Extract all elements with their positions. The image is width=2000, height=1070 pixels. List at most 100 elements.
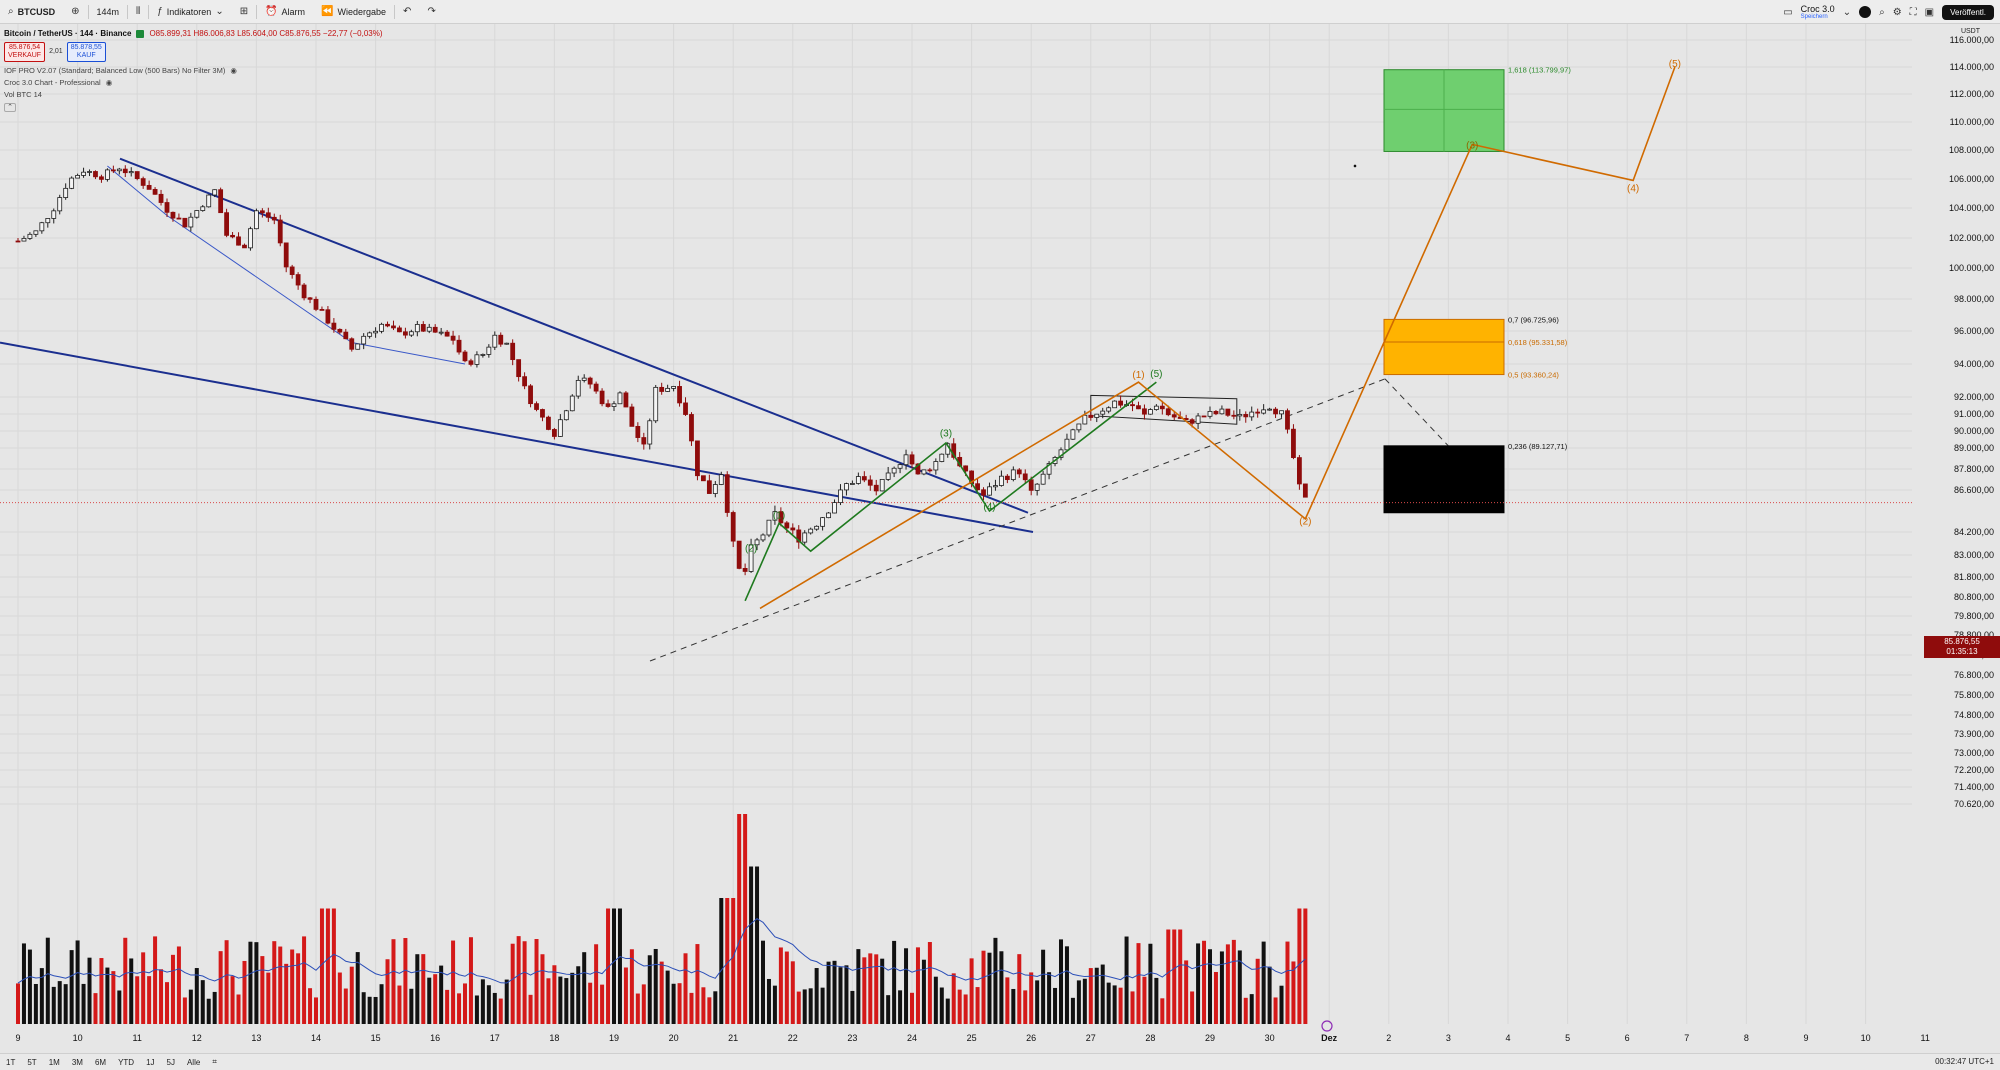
volume-bar xyxy=(1088,968,1093,1024)
layout-grid-button[interactable]: ⊞ xyxy=(232,0,256,24)
volume-bar xyxy=(1267,966,1272,1024)
candle-body xyxy=(224,212,230,236)
undo-button[interactable]: ↶ xyxy=(395,0,419,24)
replay-button[interactable]: ⏪ Wiedergabe xyxy=(313,0,394,24)
buy-button[interactable]: 85.878,55 KAUF xyxy=(66,42,106,62)
collapse-legend-button[interactable]: ⌃ xyxy=(4,103,16,112)
calendar-range-icon[interactable]: ⌗ xyxy=(212,1057,217,1066)
sell-button[interactable]: 85.876,54 VERKAUF xyxy=(4,42,46,62)
volume-bar xyxy=(1017,954,1022,1024)
search-icon[interactable]: ⌕ xyxy=(1879,6,1885,18)
candle-body xyxy=(230,234,235,238)
symbol-title[interactable]: Bitcoin / TetherUS · 144 · Binance xyxy=(4,29,132,38)
volume-bar xyxy=(141,952,146,1024)
indicator-row-iof[interactable]: IOF PRO V2.07 (Standard; Balanced Low (5… xyxy=(4,65,383,77)
candle-body xyxy=(1291,428,1296,458)
range-button-5j[interactable]: 5J xyxy=(166,1057,175,1067)
volume-bar xyxy=(874,954,879,1024)
symbol-search[interactable]: ⌕ BTCUSD xyxy=(0,0,63,24)
candle-body xyxy=(784,522,790,529)
compare-button[interactable]: ⊕ xyxy=(63,0,87,24)
price-tick-label: 71.400,00 xyxy=(1953,782,1994,792)
volume-bar xyxy=(1172,929,1177,1024)
candle-body xyxy=(15,240,21,243)
volume-bar xyxy=(212,991,217,1024)
price-chart[interactable]: (1) (2) (3) (4) (5) (1) (2) (3) (4) (5) 1,618 (113… xyxy=(0,24,1912,1064)
candle-body xyxy=(259,210,265,214)
candle-body xyxy=(1297,457,1302,485)
volume-bar xyxy=(969,958,974,1024)
volume-bar xyxy=(457,993,462,1024)
candle-body xyxy=(1010,469,1016,480)
volume-bar xyxy=(629,949,634,1024)
candle-body xyxy=(27,233,33,239)
range-button-5t[interactable]: 5T xyxy=(27,1057,37,1067)
volume-bar xyxy=(796,991,801,1024)
range-button-6m[interactable]: 6M xyxy=(94,1057,107,1067)
indicators-button[interactable]: ƒ Indikatoren ⌄ xyxy=(149,0,231,24)
volume-bar xyxy=(415,954,420,1024)
candle-body xyxy=(1255,411,1261,414)
candle-body xyxy=(1016,469,1022,475)
redo-button[interactable]: ↷ xyxy=(419,0,443,24)
volume-bar xyxy=(343,988,348,1024)
price-scale[interactable]: USDT 116.000,00 114.000,00 112.000,00 110.0… xyxy=(1912,24,2000,1064)
volume-bar xyxy=(582,952,587,1024)
indicator-row-croc[interactable]: Croc 3.0 Chart - Professional ◉ xyxy=(4,77,383,89)
time-tick-label: 20 xyxy=(668,1033,679,1043)
range-button-1m[interactable]: 1M xyxy=(48,1057,60,1067)
candle-body xyxy=(93,171,98,178)
candle-body xyxy=(647,420,653,445)
candle-body xyxy=(677,386,682,404)
candle-body xyxy=(373,330,379,334)
range-button-1j[interactable]: 1J xyxy=(146,1057,155,1067)
interval-button[interactable]: 144m xyxy=(89,0,128,24)
time-scale[interactable]: 9 10 11 12 13 14 15 16 17 18 19 20 21 22 23 24 25 26 27 28 2… xyxy=(0,1023,1929,1053)
candle-body xyxy=(814,525,820,530)
indicator-row-volume[interactable]: Vol BTC 14 xyxy=(4,89,383,101)
volume-bar xyxy=(27,949,32,1024)
settings-icon[interactable]: ⚙ xyxy=(1892,6,1902,18)
layout-save[interactable]: Croc 3.0 Speichern xyxy=(1801,4,1835,20)
chart-type-button[interactable]: ⫴ xyxy=(128,0,148,24)
volume-bar xyxy=(1076,980,1081,1024)
camera-icon[interactable]: ▣ xyxy=(1924,6,1935,18)
fullscreen-icon[interactable]: ⛶ xyxy=(1909,6,1917,18)
range-button-ytd[interactable]: YTD xyxy=(118,1057,135,1067)
time-tick-label: 10 xyxy=(1860,1033,1871,1043)
volume-bar xyxy=(820,987,825,1024)
candle-body xyxy=(838,489,843,503)
volume-bar xyxy=(1273,997,1278,1024)
volume-bar xyxy=(33,983,38,1024)
volume-bar xyxy=(600,984,605,1024)
volume-bar xyxy=(1112,985,1117,1024)
range-button-3m[interactable]: 3M xyxy=(71,1057,83,1067)
volume-bar xyxy=(331,908,336,1024)
interval-label: 144m xyxy=(96,6,120,17)
price-tick-label: 84.200,00 xyxy=(1953,527,1994,537)
candle-body xyxy=(1148,409,1153,415)
candle-body xyxy=(397,327,402,333)
volume-bar xyxy=(647,955,652,1024)
volume-bar xyxy=(1035,980,1040,1024)
layout-icon[interactable]: ▭ xyxy=(1783,6,1793,18)
publish-button[interactable]: Veröffentl. xyxy=(1942,4,1994,20)
sell-price: 85.876,54 xyxy=(8,44,41,51)
alert-button[interactable]: ⏰ Alarm xyxy=(257,0,313,24)
volume-bar xyxy=(671,983,676,1024)
volume-bar xyxy=(194,968,199,1024)
candle-body xyxy=(319,308,325,311)
clock[interactable]: 00:32:47 UTC+1 xyxy=(1935,1057,1994,1066)
eye-icon[interactable]: ◉ xyxy=(230,66,237,75)
avatar[interactable] xyxy=(1859,6,1872,18)
undo-icon: ↶ xyxy=(403,6,412,17)
eye-icon[interactable]: ◉ xyxy=(105,78,113,87)
range-button-1t[interactable]: 1T xyxy=(6,1057,16,1067)
range-button-alle[interactable]: Alle xyxy=(186,1057,201,1067)
time-tick-label: 5 xyxy=(1565,1033,1571,1043)
volume-bar xyxy=(254,942,259,1024)
candle-body xyxy=(516,359,522,378)
chevron-down-icon[interactable]: ⌄ xyxy=(1842,6,1852,18)
volume-bar xyxy=(1178,929,1183,1024)
candle-body xyxy=(1112,400,1118,409)
